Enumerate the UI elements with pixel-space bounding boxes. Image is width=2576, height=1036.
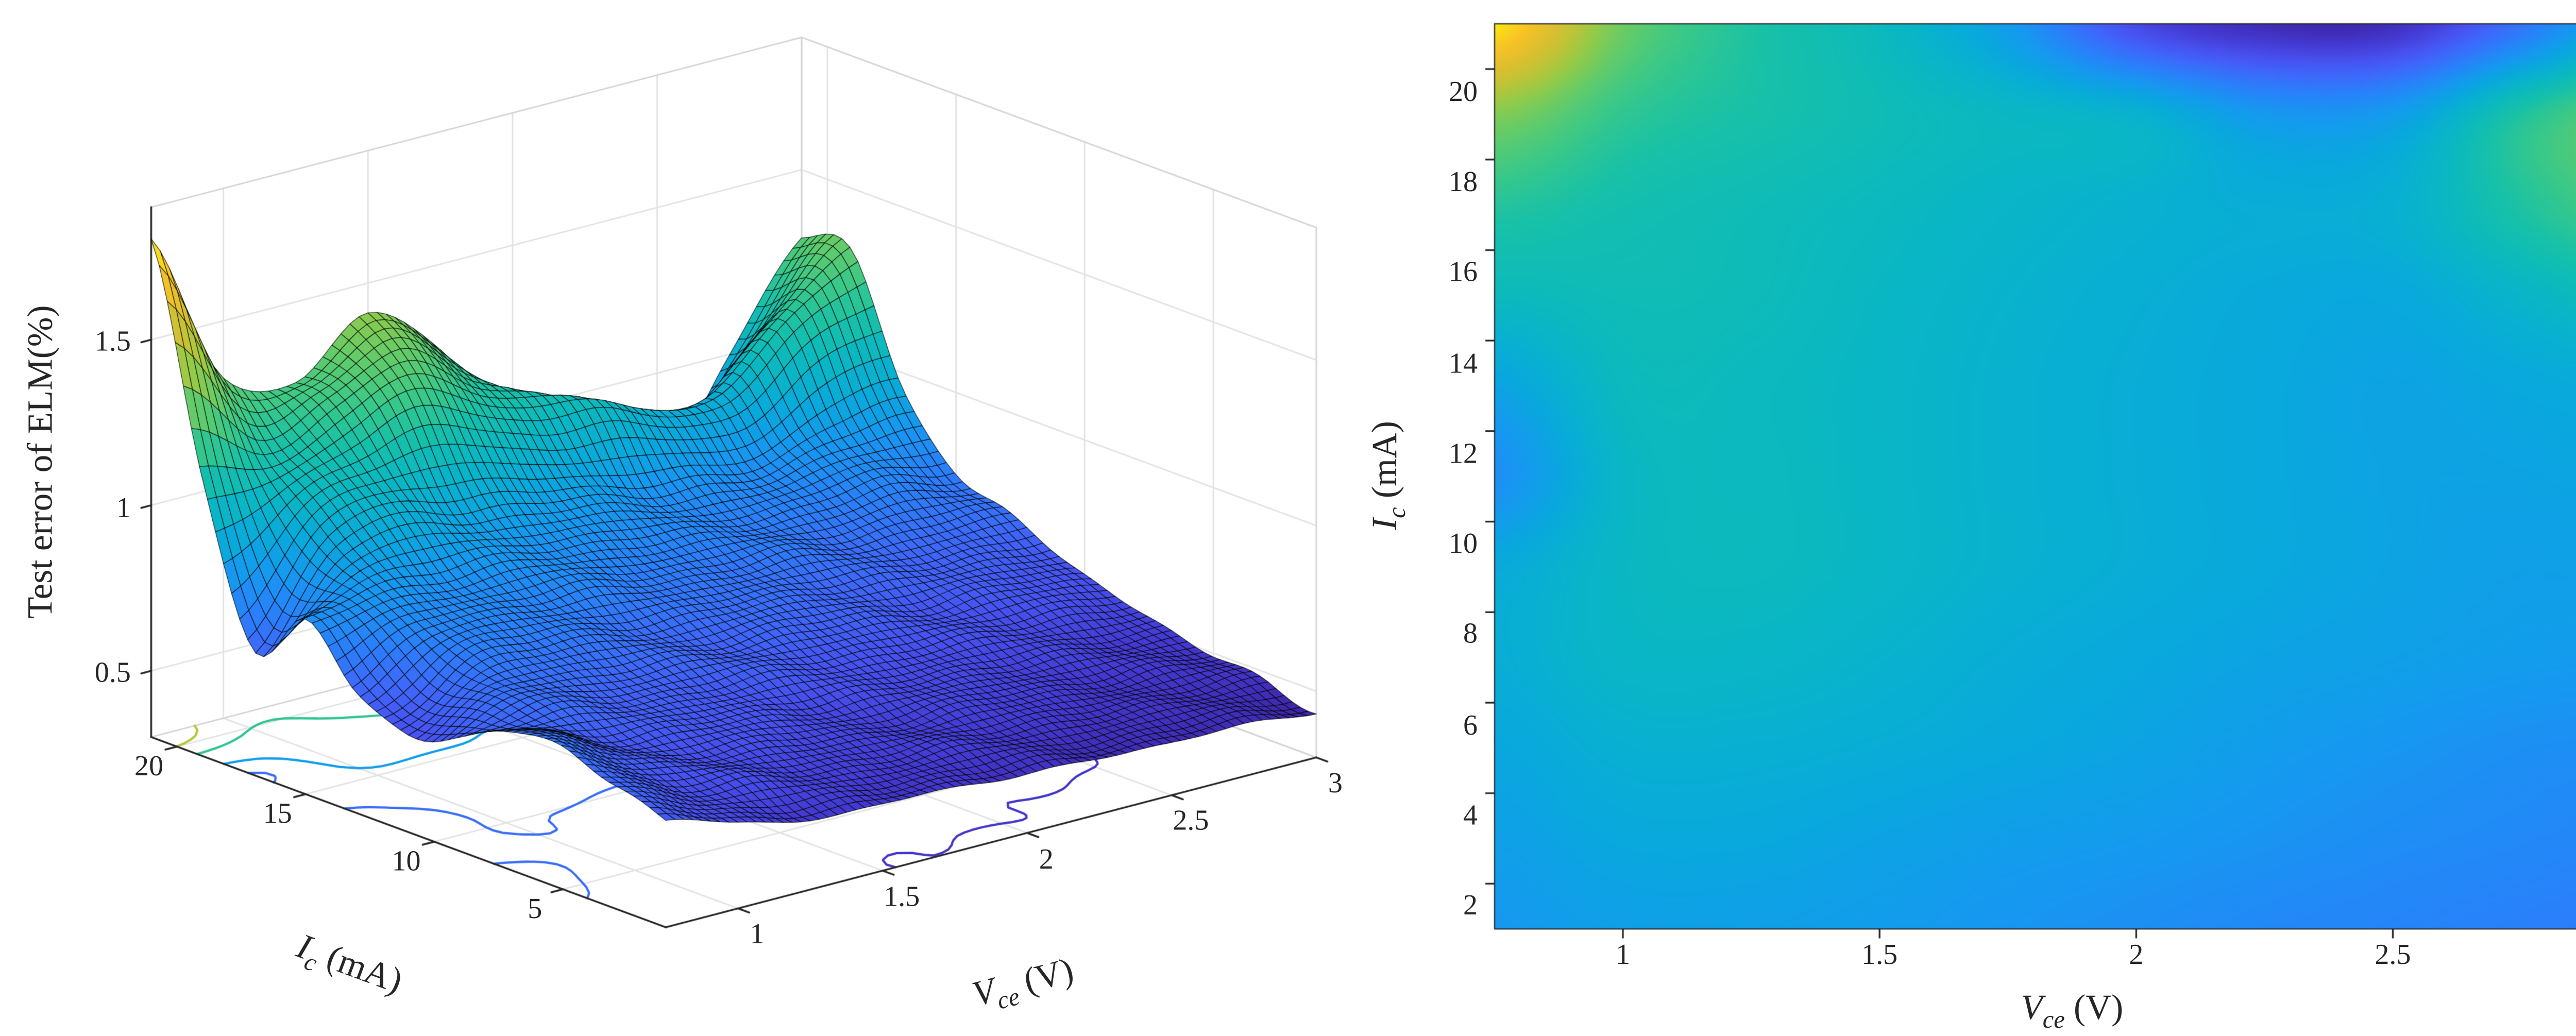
surface-ytick-label: 5 bbox=[528, 892, 543, 925]
heatmap-ytick-label: 12 bbox=[1448, 437, 1478, 469]
heatmap-xtick-label: 1.5 bbox=[1861, 938, 1898, 971]
heatmap-ytick-label: 8 bbox=[1463, 618, 1478, 651]
heatmap-ytick-label: 4 bbox=[1463, 799, 1478, 831]
surface-ytick-label: 20 bbox=[134, 750, 164, 782]
heatmap-xtick-label: 2 bbox=[2129, 938, 2144, 971]
surface-ztick-label: 0.5 bbox=[94, 656, 131, 689]
heatmap-ytick-label: 18 bbox=[1448, 165, 1478, 198]
heatmap-ytick-label: 10 bbox=[1448, 528, 1478, 560]
heatmap-ytick-label: 2 bbox=[1463, 889, 1478, 922]
surface-xtick-label: 2.5 bbox=[1173, 805, 1209, 837]
heatmap-ytick-label: 16 bbox=[1448, 256, 1478, 288]
heatmap-x-axis-variable: V bbox=[2021, 987, 2043, 1028]
surface-xtick-label: 1.5 bbox=[884, 880, 920, 913]
surface-ztick-label: 1.5 bbox=[94, 325, 131, 358]
heatmap-y-axis-unit: (mA) bbox=[1364, 421, 1405, 507]
surface-xtick-label: 2 bbox=[1039, 842, 1054, 875]
surface-ytick-label: 15 bbox=[263, 797, 292, 830]
heatmap-ytick-label: 6 bbox=[1463, 708, 1478, 741]
heatmap-canvas bbox=[1461, 0, 2576, 1036]
heatmap-y-axis-subscript: c bbox=[1384, 507, 1412, 518]
heatmap-xtick-label: 2.5 bbox=[2375, 938, 2411, 971]
heatmap-ytick-label: 14 bbox=[1448, 346, 1478, 379]
heatmap-x-axis-subscript: ce bbox=[2042, 1007, 2065, 1035]
surface-xtick-label: 1 bbox=[750, 918, 765, 950]
surface-ztick-label: 1 bbox=[116, 490, 131, 523]
surface-xtick-label: 3 bbox=[1328, 767, 1343, 800]
heatmap-y-axis-variable: I bbox=[1364, 518, 1405, 530]
heatmap-x-axis-unit: (V) bbox=[2064, 987, 2124, 1028]
surface-plot-canvas bbox=[0, 0, 1427, 1036]
surface-ytick-label: 10 bbox=[392, 844, 421, 877]
heatmap-y-axis-label: Ic (mA) bbox=[1364, 421, 1412, 530]
heatmap-ytick-label: 20 bbox=[1448, 75, 1478, 108]
surface-z-axis-label: Test error of ELM(%) bbox=[19, 305, 61, 619]
heatmap-x-axis-label: Vce (V) bbox=[2021, 987, 2124, 1035]
heatmap-xtick-label: 1 bbox=[1616, 938, 1631, 971]
